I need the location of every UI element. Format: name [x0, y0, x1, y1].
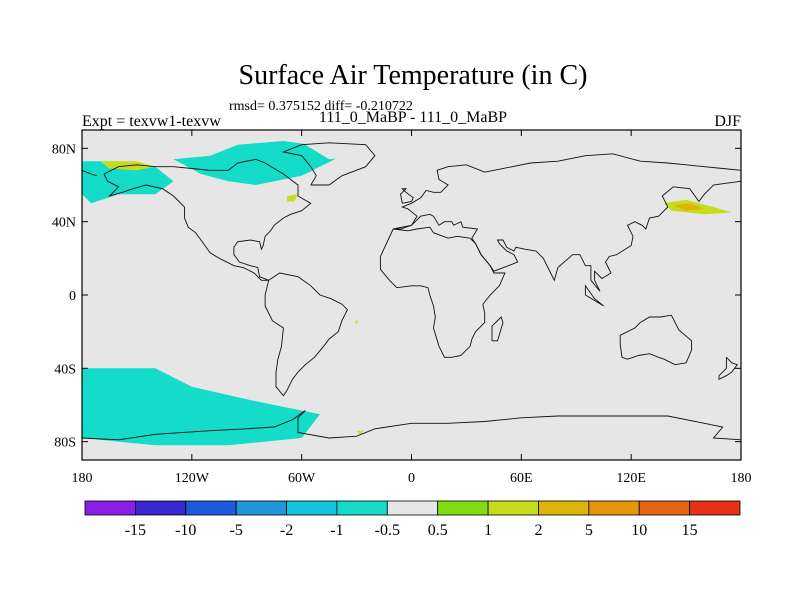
- experiment-label: Expt = texvw1-texvw: [82, 113, 221, 130]
- coastline-11: [584, 284, 604, 307]
- coastline-0: [103, 158, 312, 281]
- colorbar-label-9: 5: [585, 522, 593, 539]
- colorbar-label-7: 1: [484, 522, 492, 539]
- coastline-layer: [81, 142, 742, 441]
- x-tick-label-5: 120E: [616, 471, 646, 486]
- season-label: DJF: [714, 113, 741, 130]
- anomaly-region-17: [287, 194, 298, 202]
- x-tick-label-6: 180: [731, 471, 752, 486]
- anomaly-region-13: [457, 395, 577, 438]
- colorbar-box-1: [134, 500, 187, 516]
- anomaly-region-12: [82, 368, 320, 446]
- anomaly-region-7: [554, 196, 573, 211]
- chart-title: Surface Air Temperature (in C): [239, 60, 588, 91]
- anomaly-region-11: [210, 320, 324, 396]
- stats-line: rmsd= 0.375152 diff= -0.210722: [229, 99, 413, 114]
- anomaly-region-9: [378, 309, 401, 332]
- anomaly-region-10: [442, 328, 460, 347]
- coastline-4: [81, 169, 97, 177]
- colorbar-box-10: [588, 500, 640, 516]
- anomaly-region-5: [521, 208, 558, 237]
- coastline-7: [491, 316, 504, 342]
- colorbar-label-6: 0.5: [428, 522, 448, 539]
- coastline-3: [393, 153, 742, 230]
- colorbar-box-7: [437, 500, 489, 516]
- colorbar-label-4: -1: [330, 522, 343, 539]
- coastline-12: [400, 188, 414, 204]
- anomaly-region-6: [563, 214, 590, 244]
- y-tick-label-1: 40N: [52, 216, 76, 231]
- y-tick-label-3: 40S: [54, 362, 76, 377]
- x-tick-label-0: 180: [72, 471, 93, 486]
- colorbar-label-10: 10: [631, 522, 647, 539]
- colorbar: -15 -10 -5 -2 -1 -0.5 0.5 1 2 5 10 15: [84, 500, 741, 539]
- colorbar-box-12: [689, 500, 741, 516]
- anomaly-region-8: [396, 258, 416, 273]
- anomaly-region-19: [356, 430, 364, 435]
- colorbar-label-2: -5: [229, 522, 242, 539]
- colorbar-box-8: [487, 500, 539, 516]
- anomaly-region-0: [82, 161, 174, 204]
- colorbar-box-5: [336, 500, 388, 516]
- coastline-6: [379, 226, 506, 358]
- x-tick-label-4: 60E: [510, 471, 533, 486]
- colorbar-box-4: [286, 500, 338, 516]
- colorbar-label-0: -15: [125, 522, 146, 539]
- colorbar-box-0: [84, 500, 136, 516]
- coastline-9: [718, 356, 739, 381]
- anomaly-region-14: [667, 368, 741, 416]
- x-tick-label-2: 60W: [288, 471, 316, 486]
- anomaly-layer: [82, 137, 741, 446]
- y-axis: 80N 40N 0 40S 80S: [52, 142, 741, 451]
- x-tick-label-3: 0: [408, 471, 415, 486]
- map-plot-area: [81, 129, 742, 461]
- x-axis: 180 120W 60W 0 60E 120E 180: [72, 130, 752, 486]
- coastline-5: [393, 180, 742, 292]
- coastline-1: [264, 272, 348, 397]
- y-tick-label-2: 0: [69, 289, 76, 304]
- colorbar-box-6: [386, 500, 439, 516]
- colorbar-box-11: [638, 500, 691, 516]
- anomaly-region-3: [713, 166, 741, 185]
- anomaly-region-21: [673, 203, 705, 211]
- anomaly-region-20: [354, 320, 359, 325]
- colorbar-box-2: [185, 500, 237, 516]
- colorbar-box-3: [235, 500, 287, 516]
- colorbar-label-8: 2: [534, 522, 542, 539]
- anomaly-region-1: [173, 141, 339, 185]
- colorbar-label-3: -2: [280, 522, 293, 539]
- colorbar-label-5: -0.5: [375, 522, 400, 539]
- colorbar-label-11: 15: [682, 522, 698, 539]
- colorbar-box-9: [538, 500, 590, 516]
- y-tick-label-0: 80N: [52, 142, 76, 157]
- period-label: 111_0_MaBP - 111_0_MaBP: [319, 109, 507, 126]
- x-tick-label-1: 120W: [175, 471, 210, 486]
- y-tick-label-4: 80S: [54, 436, 76, 451]
- colorbar-label-1: -10: [175, 522, 196, 539]
- coastline-2: [281, 142, 376, 186]
- anomaly-region-15: [384, 346, 403, 369]
- coastline-10: [81, 410, 742, 441]
- coastline-8: [619, 314, 693, 366]
